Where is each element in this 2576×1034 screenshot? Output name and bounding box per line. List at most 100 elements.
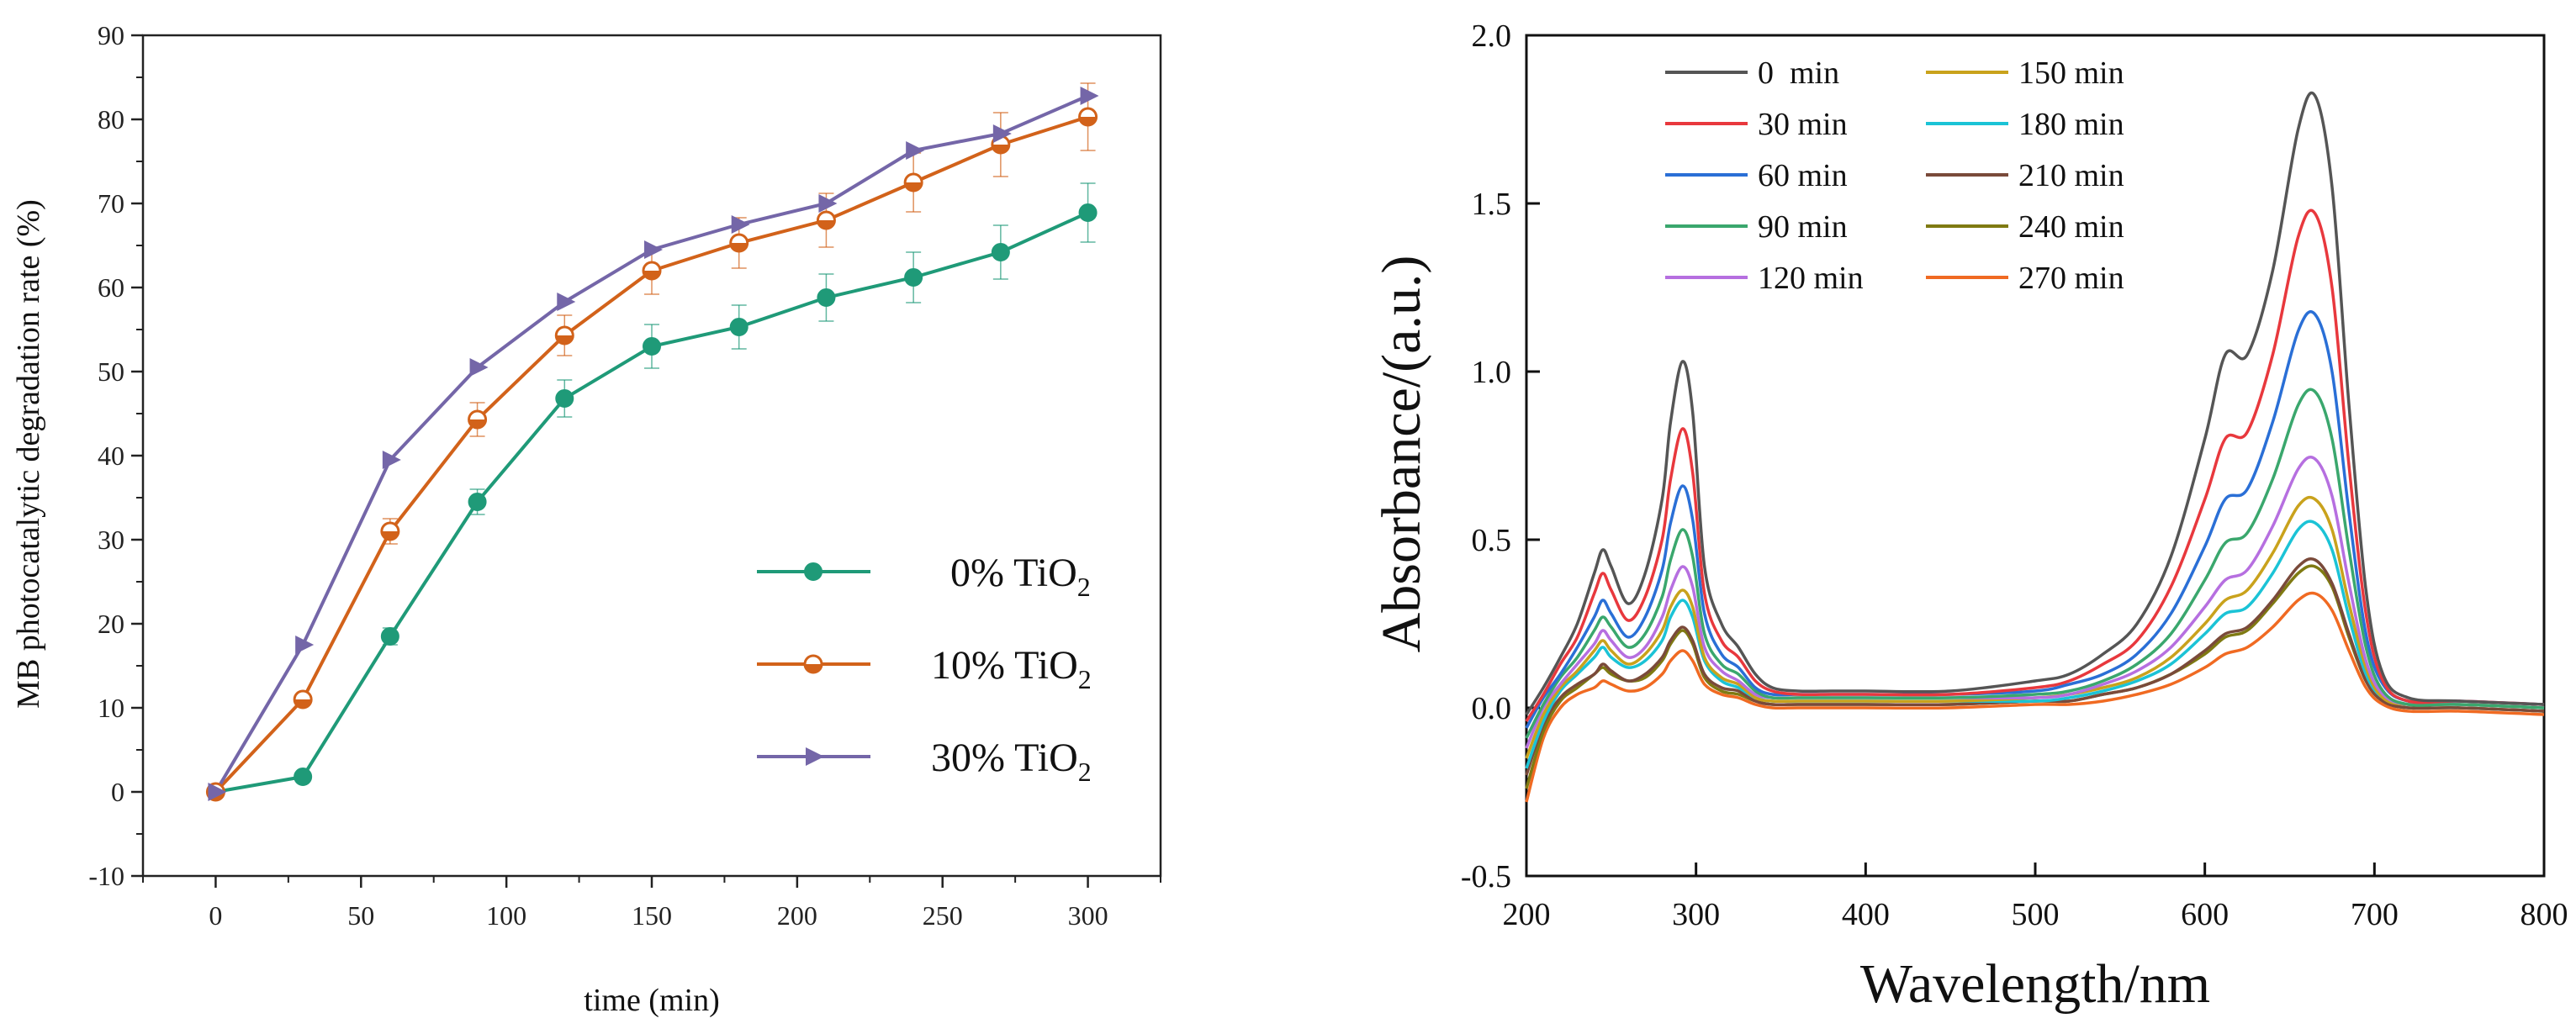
legend-label: 30% TiO2 bbox=[931, 736, 1092, 787]
series-point bbox=[1080, 87, 1099, 105]
series-point bbox=[557, 293, 576, 311]
spectrum-line-7 bbox=[1525, 557, 2545, 776]
legend-marker-fill bbox=[805, 664, 822, 673]
series-point bbox=[469, 358, 489, 377]
left-x-axis: 0 50 100 150 200 250 300 bbox=[142, 876, 1161, 931]
left-y-tick-label: 80 bbox=[98, 104, 124, 135]
right-x-axis: 200 300 400 500 600 700 800 bbox=[1503, 863, 2568, 932]
series-line-0 bbox=[215, 211, 1089, 794]
series-point bbox=[295, 636, 315, 654]
series-point bbox=[380, 627, 399, 646]
left-y-tick-label: 60 bbox=[98, 272, 124, 303]
spectrum-line-5 bbox=[1525, 495, 2545, 759]
left-y-tick-label: 10 bbox=[98, 693, 124, 723]
right-x-tick-label: 300 bbox=[1672, 897, 1720, 932]
series-point-fill bbox=[381, 531, 399, 540]
legend-label: 0 min bbox=[1758, 55, 1839, 91]
series-point bbox=[293, 689, 313, 710]
left-y-tick-label: 30 bbox=[98, 525, 124, 555]
spectrum-line-6 bbox=[1525, 520, 2545, 769]
spectrum-line-1 bbox=[1525, 208, 2545, 722]
series-point bbox=[991, 243, 1010, 261]
spectrum-line-8 bbox=[1525, 564, 2545, 789]
legend-label-main: 10% TiO bbox=[931, 643, 1078, 688]
series-point bbox=[731, 215, 750, 234]
left-x-axis-title: time (min) bbox=[584, 983, 719, 1018]
right-y-tick-label: 1.0 bbox=[1472, 355, 1512, 390]
series-point bbox=[642, 261, 662, 281]
right-x-tick-label: 400 bbox=[1842, 897, 1890, 932]
spectrum-line-3 bbox=[1525, 388, 2545, 739]
legend-label-main: 0% TiO bbox=[950, 551, 1077, 595]
legend-label: 60 min bbox=[1758, 158, 1848, 193]
right-y-tick-label: 1.5 bbox=[1472, 187, 1512, 222]
series-point bbox=[380, 521, 400, 541]
legend-label: 150 min bbox=[2018, 55, 2124, 91]
series-point bbox=[904, 268, 923, 287]
legend-marker bbox=[803, 654, 823, 674]
series-point-fill bbox=[643, 271, 660, 279]
series-point bbox=[818, 194, 838, 213]
series-point bbox=[468, 409, 488, 430]
series-point bbox=[906, 141, 925, 160]
series-point bbox=[382, 451, 401, 469]
left-y-tick-label: -10 bbox=[88, 861, 124, 891]
series-point bbox=[817, 288, 836, 307]
series-point bbox=[903, 172, 923, 193]
series-point-fill bbox=[294, 699, 312, 709]
series-point bbox=[1078, 203, 1098, 222]
legend-label-subscript: 2 bbox=[1078, 757, 1092, 787]
right-x-tick-label: 700 bbox=[2351, 897, 2399, 932]
left-x-tick-label: 150 bbox=[632, 900, 672, 931]
series-point bbox=[208, 783, 227, 801]
legend-label: 0% TiO2 bbox=[950, 551, 1091, 602]
left-x-tick-label: 300 bbox=[1068, 900, 1108, 931]
legend-marker bbox=[804, 562, 823, 581]
legend-label: 90 min bbox=[1758, 209, 1848, 245]
left-x-tick-label: 50 bbox=[347, 900, 374, 931]
left-series-markers bbox=[205, 87, 1099, 802]
series-point bbox=[554, 325, 574, 346]
legend-label-main: 30% TiO bbox=[931, 736, 1078, 780]
right-series-lines bbox=[1525, 91, 2545, 803]
legend-marker bbox=[806, 747, 824, 766]
right-y-tick-label: 2.0 bbox=[1472, 18, 1512, 54]
series-point-fill bbox=[817, 220, 835, 229]
legend-label-subscript: 2 bbox=[1077, 572, 1091, 602]
legend-label: 240 min bbox=[2018, 209, 2124, 245]
right-y-tick-label: -0.5 bbox=[1461, 859, 1511, 894]
series-point bbox=[644, 240, 663, 259]
legend-label: 10% TiO2 bbox=[931, 643, 1092, 694]
series-point-fill bbox=[468, 419, 486, 428]
left-y-axis: -10 0 10 20 30 40 50 60 70 80 90 bbox=[88, 20, 143, 891]
legend-label: 270 min bbox=[2018, 261, 2124, 296]
right-y-axis: -0.5 0.0 0.5 1.0 1.5 2.0 bbox=[1461, 18, 1540, 894]
right-x-tick-label: 500 bbox=[2012, 897, 2060, 932]
spectrum-line-0 bbox=[1525, 91, 2545, 715]
right-x-tick-label: 800 bbox=[2520, 897, 2568, 932]
legend-label: 30 min bbox=[1758, 107, 1848, 142]
left-x-tick-label: 100 bbox=[486, 900, 526, 931]
series-point-fill bbox=[1079, 117, 1097, 125]
series-point bbox=[729, 233, 749, 253]
series-point-fill bbox=[730, 243, 748, 251]
series-line-1 bbox=[214, 115, 1089, 794]
right-legend: 0 min 30 min 60 min 90 min 120 min 150 min 180… bbox=[1665, 55, 2124, 296]
right-y-tick-label: 0.0 bbox=[1472, 691, 1512, 726]
spectrum-line-9 bbox=[1525, 591, 2545, 803]
series-point bbox=[555, 389, 574, 408]
right-x-tick-label: 600 bbox=[2181, 897, 2229, 932]
left-y-tick-label: 50 bbox=[98, 356, 124, 387]
legend-label-subscript: 2 bbox=[1078, 664, 1092, 694]
right-x-tick-label: 200 bbox=[1503, 897, 1551, 932]
right-x-axis-title: Wavelength/nm bbox=[1860, 953, 2210, 1015]
legend-label: 120 min bbox=[1758, 261, 1864, 296]
series-point-fill bbox=[992, 145, 1009, 153]
left-y-axis-title: MB photocatalytic degradation rate (%) bbox=[11, 199, 46, 709]
series-point-fill bbox=[905, 182, 923, 191]
left-y-tick-label: 70 bbox=[98, 188, 124, 219]
degradation-rate-chart: -10 0 10 20 30 40 50 60 70 80 90 0 50 100 150 200 250 30… bbox=[11, 20, 1162, 1018]
series-point bbox=[643, 337, 661, 356]
